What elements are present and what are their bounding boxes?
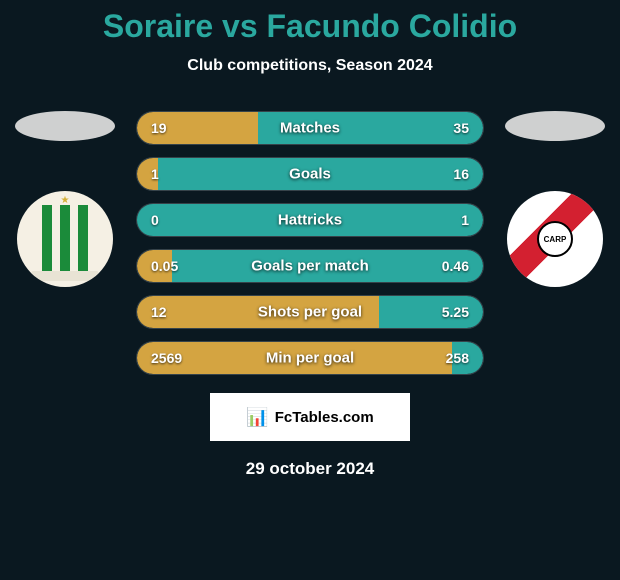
right-team-badge: CARP <box>507 191 603 287</box>
page-subtitle: Club competitions, Season 2024 <box>0 57 620 75</box>
stat-value-right: 5.25 <box>442 304 469 320</box>
stat-label: Goals <box>289 166 331 183</box>
comparison-card: Soraire vs Facundo Colidio Club competit… <box>0 0 620 479</box>
stat-value-right: 258 <box>446 350 469 366</box>
right-team-col: CARP <box>500 111 610 287</box>
stat-row: 1 16 Goals <box>136 157 484 191</box>
stat-value-right: 35 <box>453 120 469 136</box>
chart-icon: 📊 <box>246 407 268 428</box>
left-player-placeholder <box>15 111 115 141</box>
stat-label: Hattricks <box>278 212 342 229</box>
stat-value-right: 1 <box>461 212 469 228</box>
badge-ribbon <box>31 271 98 281</box>
stat-row: 12 5.25 Shots per goal <box>136 295 484 329</box>
stat-value-left: 0 <box>151 212 159 228</box>
page-title: Soraire vs Facundo Colidio <box>0 8 620 45</box>
stat-value-left: 0.05 <box>151 258 178 274</box>
stat-value-left: 2569 <box>151 350 182 366</box>
main-row: ★ 19 35 Matches 1 16 Goals 0 1 Hattricks 0.05 0.46… <box>0 111 620 375</box>
stat-label: Min per goal <box>266 350 354 367</box>
stat-value-right: 0.46 <box>442 258 469 274</box>
stat-value-left: 19 <box>151 120 167 136</box>
stat-label: Goals per match <box>251 258 369 275</box>
stat-value-left: 12 <box>151 304 167 320</box>
left-team-badge: ★ <box>17 191 113 287</box>
badge-center-ring: CARP <box>537 221 573 257</box>
stat-row: 0 1 Hattricks <box>136 203 484 237</box>
watermark-text: FcTables.com <box>275 409 374 426</box>
stat-value-right: 16 <box>453 166 469 182</box>
stat-value-left: 1 <box>151 166 159 182</box>
stat-label: Shots per goal <box>258 304 362 321</box>
right-player-placeholder <box>505 111 605 141</box>
stats-column: 19 35 Matches 1 16 Goals 0 1 Hattricks 0.05 0.46 Go… <box>136 111 484 375</box>
date-label: 29 october 2024 <box>0 459 620 479</box>
stat-row: 2569 258 Min per goal <box>136 341 484 375</box>
stat-label: Matches <box>280 120 340 137</box>
stat-row: 19 35 Matches <box>136 111 484 145</box>
watermark: 📊 FcTables.com <box>210 393 410 441</box>
left-team-col: ★ <box>10 111 120 287</box>
stat-row: 0.05 0.46 Goals per match <box>136 249 484 283</box>
